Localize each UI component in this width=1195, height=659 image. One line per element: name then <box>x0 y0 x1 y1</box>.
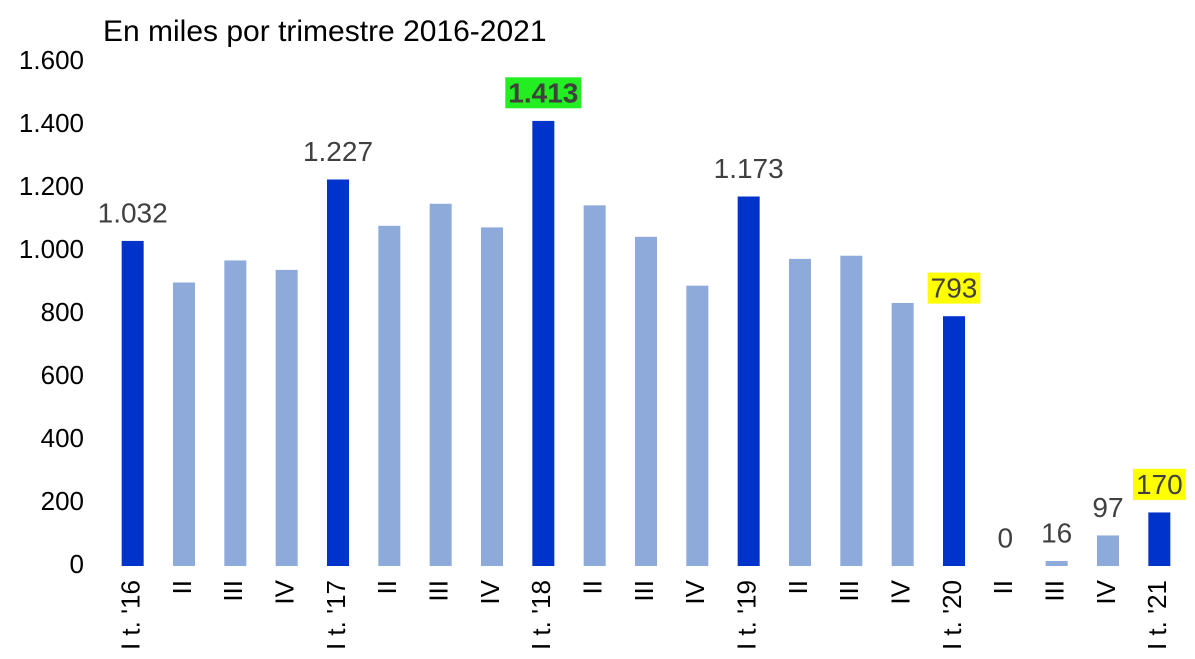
data-label: 1.173 <box>714 153 784 184</box>
y-tick-label: 800 <box>41 297 84 327</box>
bar <box>275 269 298 566</box>
x-tick-label: I t. '20 <box>937 580 967 650</box>
x-tick-label: III <box>834 580 864 602</box>
x-tick-label: II <box>988 580 1018 594</box>
x-tick-label: III <box>629 580 659 602</box>
bar <box>686 285 709 566</box>
data-label: 97 <box>1092 492 1123 523</box>
y-tick-label: 1.600 <box>19 45 84 75</box>
bar <box>224 260 247 566</box>
x-tick-label: III <box>218 580 248 602</box>
x-tick-label: IV <box>270 579 300 604</box>
x-tick-label: III <box>424 580 454 602</box>
x-tick-label: IV <box>886 579 916 604</box>
y-tick-label: 1.000 <box>19 234 84 264</box>
bar <box>840 255 863 566</box>
data-label: 793 <box>931 273 978 304</box>
x-tick-label: IV <box>680 579 710 604</box>
x-tick-label: II <box>372 580 402 594</box>
data-label: 170 <box>1136 469 1183 500</box>
y-tick-label: 1.400 <box>19 108 84 138</box>
x-tick-label: III <box>1040 580 1070 602</box>
y-tick-label: 600 <box>41 360 84 390</box>
bar <box>481 227 503 566</box>
data-label: 1.413 <box>508 77 578 108</box>
data-label: 1.032 <box>98 197 168 228</box>
y-tick-label: 400 <box>41 423 84 453</box>
bar <box>583 205 606 566</box>
bar <box>327 179 349 566</box>
bar <box>173 282 195 566</box>
x-tick-label: I t. '21 <box>1142 580 1172 650</box>
bar <box>378 225 401 567</box>
x-tick-label: II <box>167 580 197 594</box>
bar <box>635 236 657 566</box>
label-highlight <box>927 272 981 304</box>
label-highlight <box>1132 468 1186 500</box>
bar <box>121 240 144 567</box>
bar <box>789 258 811 566</box>
x-tick-label: I t. '19 <box>732 580 762 650</box>
data-label: 0 <box>998 522 1014 553</box>
bar <box>1097 535 1119 566</box>
x-tick-label: I t. '18 <box>526 580 556 650</box>
x-tick-label: I t. '16 <box>116 580 146 650</box>
x-tick-label: II <box>783 580 813 594</box>
y-tick-label: 1.200 <box>19 171 84 201</box>
y-tick-label: 200 <box>41 486 84 516</box>
x-tick-label: II <box>578 580 608 594</box>
y-tick-label: 0 <box>70 549 84 579</box>
x-tick-label: IV <box>475 579 505 604</box>
x-tick-label: I t. '17 <box>321 580 351 650</box>
x-tick-label: IV <box>1091 579 1121 604</box>
bar <box>891 302 914 566</box>
bar <box>532 120 555 566</box>
data-label: 1.227 <box>303 136 373 167</box>
bar <box>429 203 452 566</box>
bar <box>737 196 760 566</box>
chart-title: En miles por trimestre 2016-2021 <box>103 15 547 48</box>
data-label: 16 <box>1041 517 1072 548</box>
bar <box>943 316 965 566</box>
bar <box>1148 512 1171 566</box>
label-highlight <box>505 77 582 109</box>
bar <box>1045 560 1068 566</box>
